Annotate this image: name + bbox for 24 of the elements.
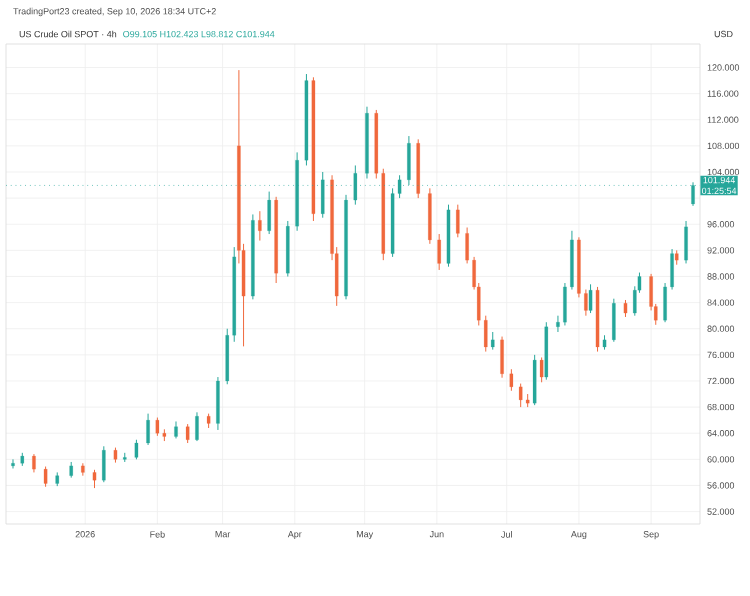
candlestick: [428, 187, 432, 245]
candlestick: [437, 233, 441, 271]
candlestick: [258, 210, 262, 242]
candlestick: [146, 413, 150, 446]
candlestick: [267, 191, 271, 235]
candlestick: [539, 356, 544, 383]
candlestick: [500, 336, 504, 379]
candlestick: [588, 283, 593, 314]
candlestick: [155, 417, 160, 437]
candlestick: [195, 411, 199, 442]
candlestick: [518, 383, 523, 408]
candlestick: [185, 423, 190, 444]
candlestick: [509, 368, 514, 392]
candlestick: [216, 376, 220, 431]
candlestick: [92, 469, 97, 489]
candlestick: [32, 453, 36, 473]
candlestick: [43, 466, 48, 488]
candlestick: [456, 204, 460, 238]
candlestick: [684, 220, 688, 264]
candlestick: [286, 220, 290, 277]
candlestick: [134, 439, 139, 460]
candlestick: [612, 298, 616, 343]
candlestick: [102, 445, 106, 483]
candlestick: [532, 354, 537, 406]
